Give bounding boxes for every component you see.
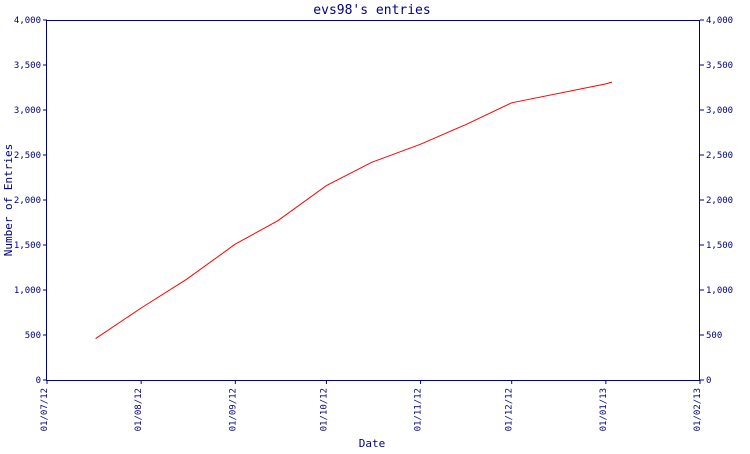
y-tick-label-left: 3,000 — [14, 106, 41, 116]
x-axis-label: Date — [359, 437, 386, 450]
y-tick-label-right: 3,500 — [706, 61, 733, 71]
y-tick-label-left: 1,500 — [14, 241, 41, 251]
x-tick-label: 01/10/12 — [319, 388, 329, 431]
y-axis-label: Number of Entries — [2, 144, 15, 257]
y-tick-label-right: 2,000 — [706, 196, 733, 206]
y-tick-label-right: 1,000 — [706, 286, 733, 296]
y-axis-right: 0 500 1,000 1,500 2,000 2,500 3,000 3,500 4,000 — [700, 16, 733, 386]
y-tick-label-left: 500 — [25, 331, 41, 341]
series-layer — [95, 81, 613, 340]
y-tick-label-right: 0 — [706, 376, 711, 386]
y-tick-label-right: 3,000 — [706, 106, 733, 116]
y-tick-label-left: 2,500 — [14, 151, 41, 161]
x-tick-label: 01/07/12 — [40, 388, 50, 431]
y-tick-label-left: 2,000 — [14, 196, 41, 206]
y-tick-label-right: 1,500 — [706, 241, 733, 251]
chart-title: evs98's entries — [313, 3, 430, 18]
x-tick-label: 01/01/13 — [599, 388, 609, 431]
plot-frame — [46, 20, 700, 381]
y-axis-left: 0 500 1,000 1,500 2,000 2,500 3,000 3,500 4,000 — [14, 16, 47, 386]
x-tick-label: 01/12/12 — [505, 388, 515, 431]
y-tick-label-left: 1,000 — [14, 286, 41, 296]
x-tick-label: 01/08/12 — [134, 388, 144, 431]
y-tick-label-left: 0 — [36, 376, 41, 386]
x-axis: 01/07/12 01/08/12 01/09/12 01/10/12 01/11/12… — [40, 380, 703, 431]
y-tick-label-left: 4,000 — [14, 16, 41, 26]
y-tick-label-right: 2,500 — [706, 151, 733, 161]
y-tick-label-right: 500 — [706, 331, 722, 341]
y-tick-label-left: 3,500 — [14, 61, 41, 71]
x-tick-label: 01/02/13 — [693, 388, 703, 431]
series-line — [95, 81, 613, 340]
x-tick-label: 01/09/12 — [228, 388, 238, 431]
x-tick-label: 01/11/12 — [414, 388, 424, 431]
y-tick-label-right: 4,000 — [706, 16, 733, 26]
